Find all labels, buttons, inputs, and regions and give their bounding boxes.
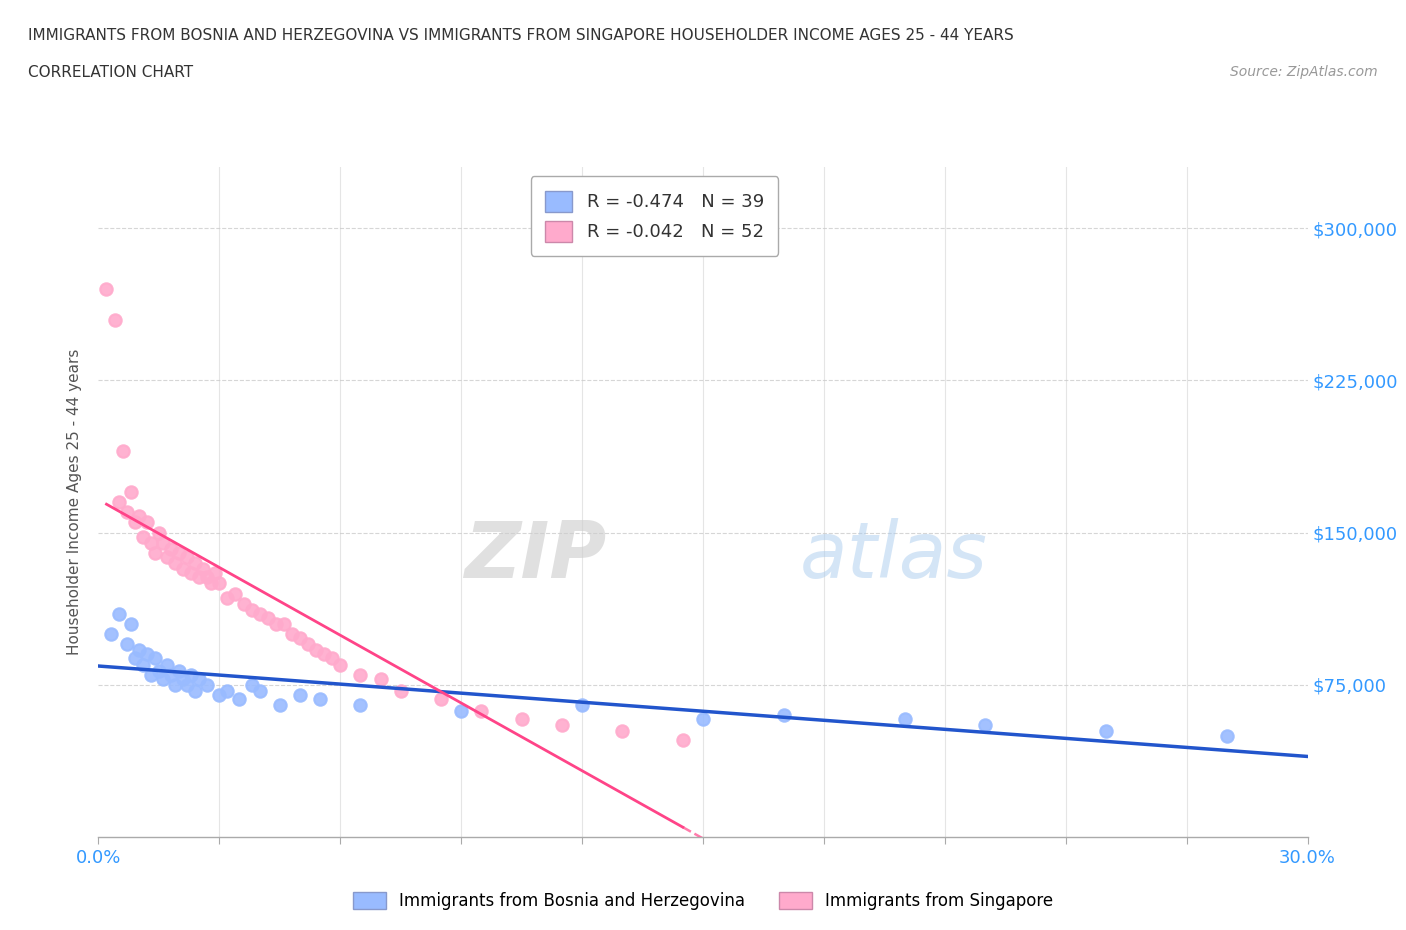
Point — [152, 536, 174, 551]
Point — [193, 562, 215, 577]
Text: IMMIGRANTS FROM BOSNIA AND HERZEGOVINA VS IMMIGRANTS FROM SINGAPORE HOUSEHOLDER : IMMIGRANTS FROM BOSNIA AND HERZEGOVINA V… — [28, 28, 1014, 43]
Point — [297, 637, 319, 652]
Point — [176, 677, 198, 692]
Point — [184, 555, 207, 570]
Point — [1216, 728, 1239, 743]
Point — [692, 711, 714, 726]
Point — [160, 667, 183, 682]
Point — [163, 555, 186, 570]
Point — [124, 651, 146, 666]
Point — [612, 724, 634, 739]
Point — [249, 684, 271, 698]
Point — [167, 546, 190, 561]
Point — [128, 643, 150, 658]
Point — [156, 658, 179, 672]
Point — [240, 677, 263, 692]
Point — [232, 596, 254, 611]
Point — [329, 658, 352, 672]
Point — [228, 692, 250, 707]
Point — [188, 671, 211, 686]
Point — [208, 576, 231, 591]
Text: CORRELATION CHART: CORRELATION CHART — [28, 65, 193, 80]
Point — [195, 677, 218, 692]
Point — [143, 651, 166, 666]
Point — [273, 617, 295, 631]
Point — [167, 663, 190, 678]
Point — [288, 687, 311, 702]
Point — [204, 565, 226, 580]
Point — [281, 627, 304, 642]
Point — [389, 684, 412, 698]
Point — [288, 631, 311, 645]
Point — [269, 698, 291, 712]
Point — [180, 667, 202, 682]
Point — [672, 732, 695, 747]
Point — [314, 647, 336, 662]
Point — [321, 651, 343, 666]
Point — [208, 687, 231, 702]
Point — [139, 536, 162, 551]
Point — [100, 627, 122, 642]
Point — [188, 570, 211, 585]
Point — [160, 541, 183, 556]
Point — [139, 667, 162, 682]
Point — [200, 576, 222, 591]
Point — [152, 671, 174, 686]
Point — [115, 637, 138, 652]
Point — [184, 684, 207, 698]
Point — [256, 610, 278, 625]
Point — [103, 312, 125, 327]
Y-axis label: Householder Income Ages 25 - 44 years: Householder Income Ages 25 - 44 years — [67, 349, 83, 656]
Point — [217, 684, 239, 698]
Point — [470, 704, 492, 719]
Point — [309, 692, 332, 707]
Point — [172, 671, 194, 686]
Point — [120, 485, 142, 499]
Point — [217, 591, 239, 605]
Point — [180, 565, 202, 580]
Point — [264, 617, 287, 631]
Point — [1095, 724, 1118, 739]
Point — [571, 698, 593, 712]
Point — [974, 718, 997, 733]
Point — [156, 550, 179, 565]
Point — [195, 570, 218, 585]
Point — [305, 643, 328, 658]
Point — [148, 663, 170, 678]
Text: ZIP: ZIP — [464, 518, 606, 593]
Legend: Immigrants from Bosnia and Herzegovina, Immigrants from Singapore: Immigrants from Bosnia and Herzegovina, … — [346, 885, 1060, 917]
Point — [240, 603, 263, 618]
Point — [148, 525, 170, 540]
Text: atlas: atlas — [800, 518, 987, 593]
Point — [370, 671, 392, 686]
Point — [120, 617, 142, 631]
Point — [172, 562, 194, 577]
Point — [349, 698, 371, 712]
Point — [135, 515, 157, 530]
Point — [128, 509, 150, 524]
Legend: R = -0.474   N = 39, R = -0.042   N = 52: R = -0.474 N = 39, R = -0.042 N = 52 — [531, 177, 779, 256]
Text: Source: ZipAtlas.com: Source: ZipAtlas.com — [1230, 65, 1378, 79]
Point — [132, 529, 155, 544]
Point — [111, 444, 134, 458]
Point — [430, 692, 453, 707]
Point — [135, 647, 157, 662]
Point — [124, 515, 146, 530]
Point — [115, 505, 138, 520]
Point — [450, 704, 472, 719]
Point — [893, 711, 915, 726]
Point — [249, 606, 271, 621]
Point — [510, 711, 533, 726]
Point — [176, 550, 198, 565]
Point — [349, 667, 371, 682]
Point — [107, 606, 129, 621]
Point — [132, 658, 155, 672]
Point — [143, 546, 166, 561]
Point — [224, 586, 246, 601]
Point — [96, 282, 118, 297]
Point — [163, 677, 186, 692]
Point — [107, 495, 129, 510]
Point — [772, 708, 794, 723]
Point — [551, 718, 574, 733]
